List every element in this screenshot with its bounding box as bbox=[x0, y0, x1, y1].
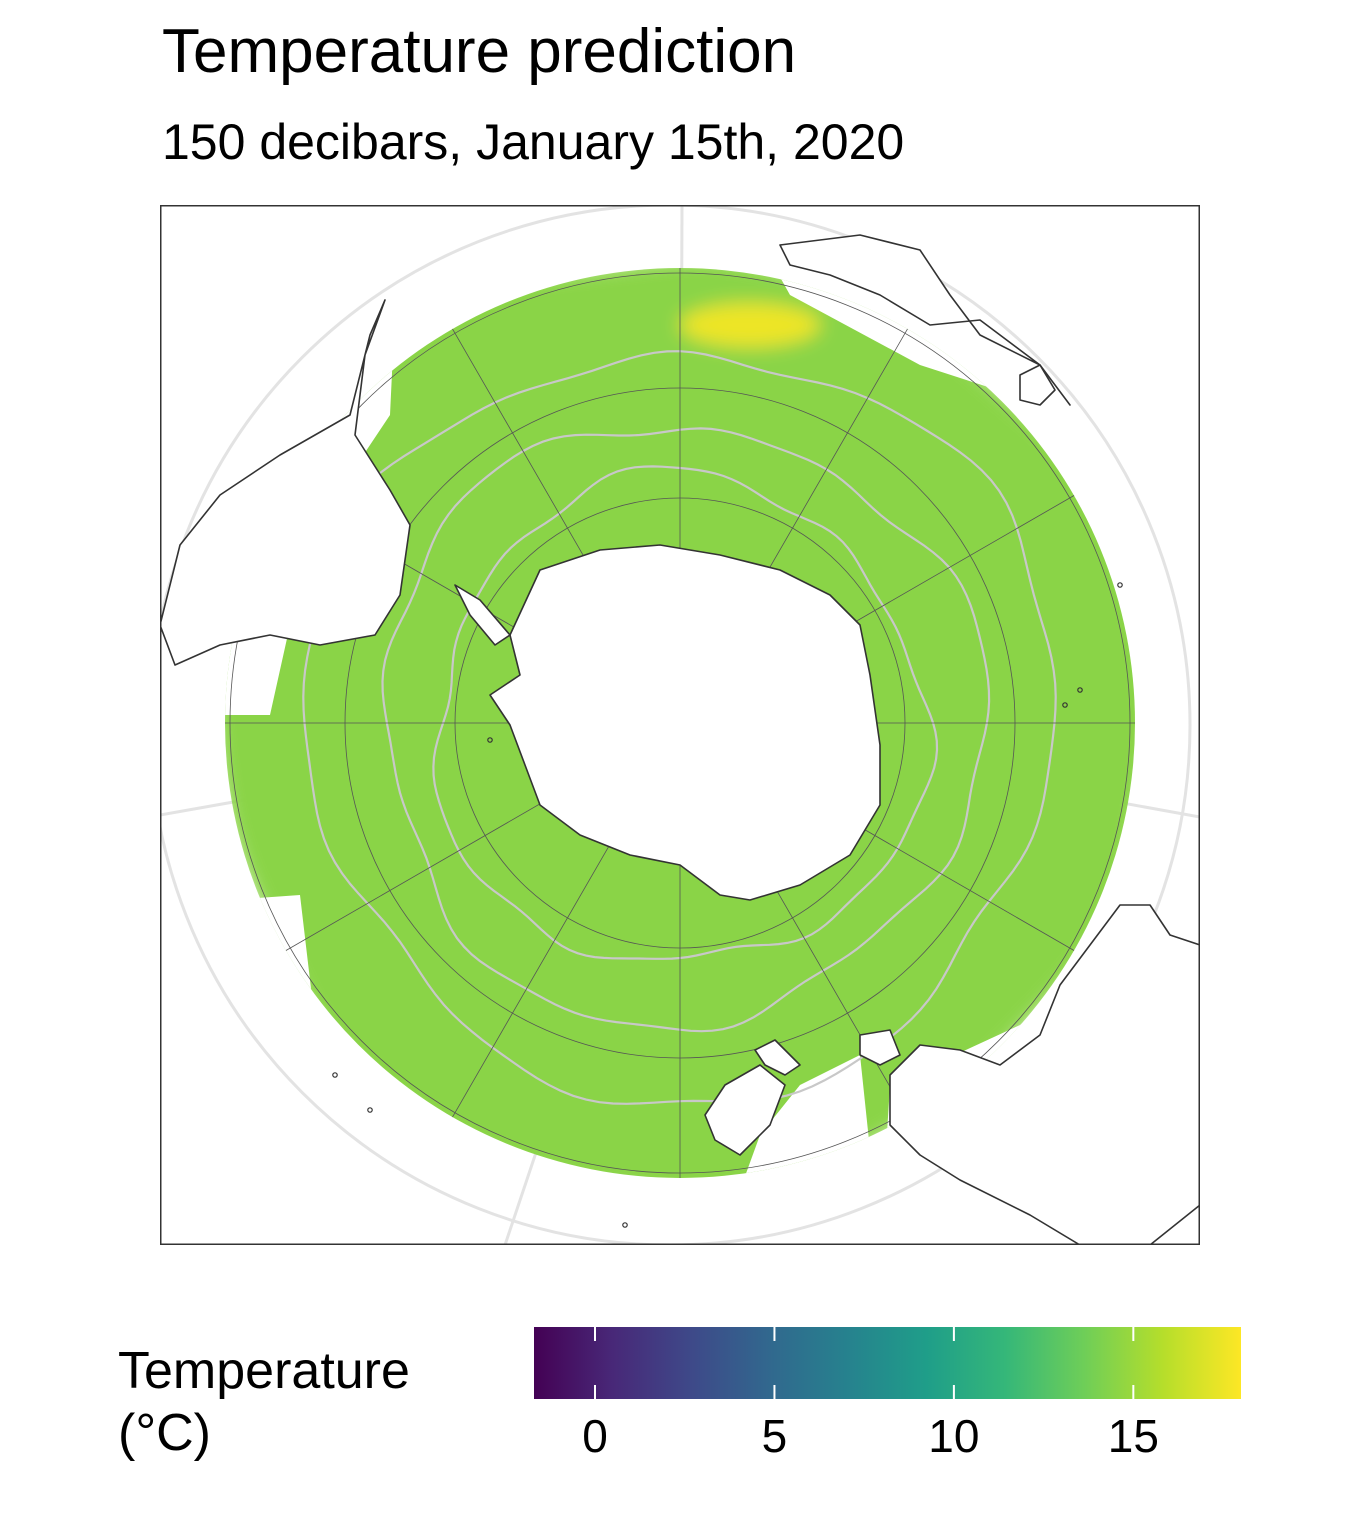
legend-title-line1: Temperature bbox=[118, 1342, 410, 1400]
colorbar-gradient bbox=[534, 1327, 1241, 1399]
globe-limb bbox=[160, 205, 1192, 1245]
land-antarctic-peninsula bbox=[454, 584, 511, 646]
colorbar-tick-label: 15 bbox=[1107, 1410, 1159, 1462]
map-frame bbox=[160, 205, 1200, 1245]
land-tasmania bbox=[859, 1029, 901, 1066]
map-panel bbox=[160, 205, 1200, 1245]
no-data-region bbox=[720, 1055, 880, 1178]
warm-hotspot bbox=[680, 303, 820, 347]
island bbox=[332, 1072, 338, 1078]
chart-subtitle: 150 decibars, January 15th, 2020 bbox=[162, 114, 905, 170]
island bbox=[1077, 687, 1083, 693]
legend-title: Temperature (°C) bbox=[118, 1340, 410, 1464]
colorbar-tick-label: 0 bbox=[582, 1410, 608, 1462]
legend-title-line2: (°C) bbox=[118, 1404, 211, 1462]
meridian-line bbox=[285, 777, 585, 951]
landmasses bbox=[160, 234, 1200, 1245]
island bbox=[367, 1107, 373, 1113]
island bbox=[487, 737, 493, 743]
land-south-america bbox=[160, 299, 411, 666]
land-australia bbox=[889, 904, 1200, 1245]
land-madagascar bbox=[1019, 364, 1056, 406]
land-new-zealand-north bbox=[754, 1039, 801, 1076]
land-africa bbox=[779, 234, 1071, 406]
land-new-zealand-south bbox=[704, 1064, 786, 1156]
island bbox=[622, 1222, 628, 1228]
land-antarctica bbox=[489, 544, 881, 901]
colorbar-tick-label: 10 bbox=[928, 1410, 980, 1462]
island bbox=[1117, 582, 1123, 588]
island bbox=[1062, 702, 1068, 708]
colorbar bbox=[534, 1327, 1241, 1399]
colorbar-tick-label: 5 bbox=[761, 1410, 788, 1462]
chart-title: Temperature prediction bbox=[162, 17, 797, 86]
polar-map bbox=[160, 205, 1200, 1245]
meridian-line bbox=[452, 818, 626, 1118]
